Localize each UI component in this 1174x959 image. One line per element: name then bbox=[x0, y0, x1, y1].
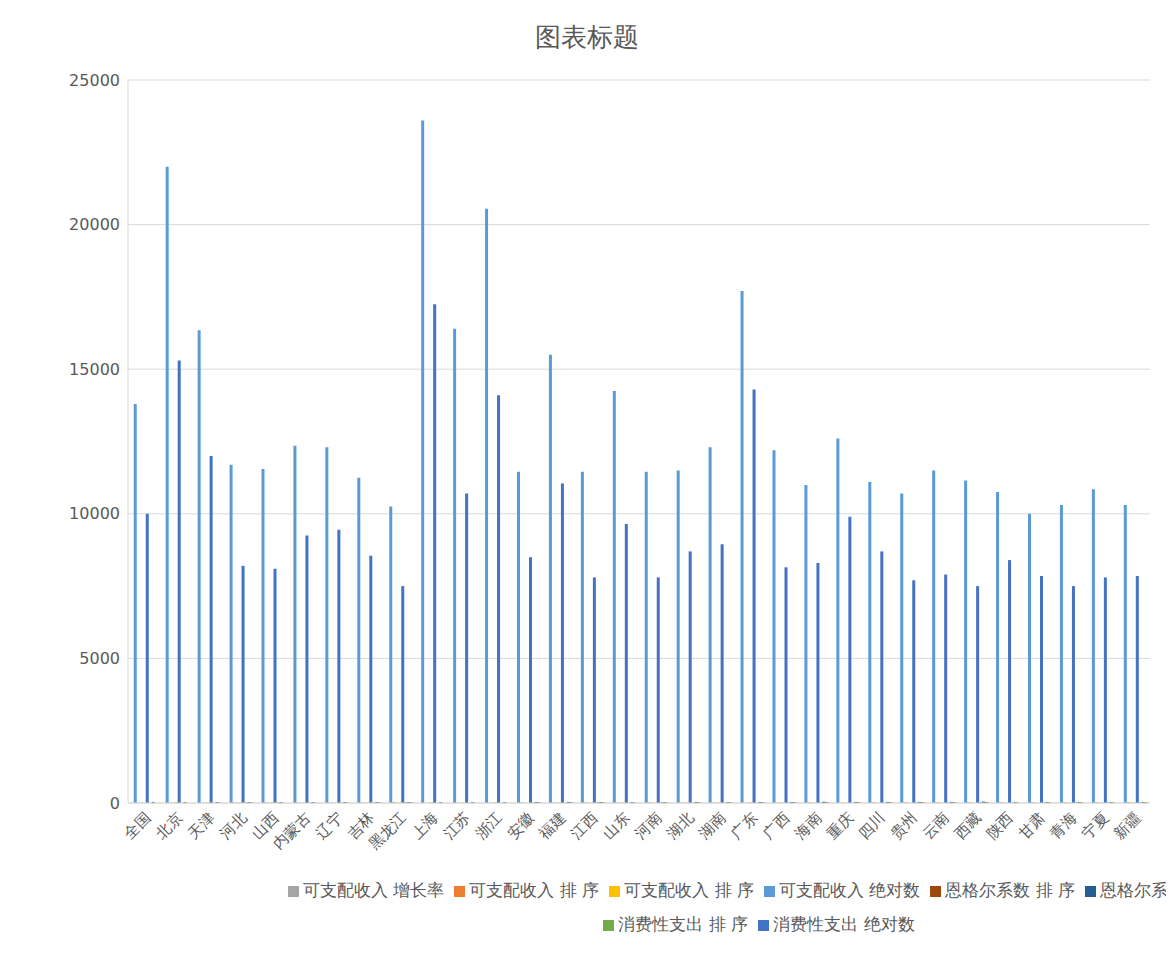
svg-text:湖北: 湖北 bbox=[663, 809, 697, 843]
svg-text:西藏: 西藏 bbox=[951, 809, 985, 843]
svg-text:甘肃: 甘肃 bbox=[1015, 809, 1049, 843]
html-text:可支配收入 绝对数: 可支配收入 绝对数 bbox=[779, 880, 921, 900]
svg-text:河南: 河南 bbox=[631, 809, 665, 843]
svg-text:江西: 江西 bbox=[568, 809, 602, 843]
html-text:可支配收入 排 序: 可支配收入 排 序 bbox=[469, 880, 600, 900]
html-text:消费性支出 排 序: 消费性支出 排 序 bbox=[618, 914, 749, 934]
svg-text:天津: 天津 bbox=[184, 809, 218, 843]
svg-text:河北: 河北 bbox=[216, 809, 250, 843]
svg-text:广西: 广西 bbox=[759, 809, 793, 843]
svg-text:海南: 海南 bbox=[791, 809, 825, 843]
svg-text:北京: 北京 bbox=[152, 809, 186, 843]
svg-text:10000: 10000 bbox=[69, 504, 120, 523]
svg-text:内蒙古: 内蒙古 bbox=[269, 809, 314, 854]
html-text:图表标题: 图表标题 bbox=[535, 22, 639, 52]
svg-text:陕西: 陕西 bbox=[983, 809, 1017, 843]
svg-text:重庆: 重庆 bbox=[823, 809, 857, 843]
svg-text:江苏: 江苏 bbox=[440, 809, 474, 843]
svg-text:上海: 上海 bbox=[408, 809, 442, 843]
svg-text:5000: 5000 bbox=[79, 649, 120, 668]
svg-text:25000: 25000 bbox=[69, 71, 120, 90]
svg-text:浙江: 浙江 bbox=[472, 809, 506, 843]
svg-text:宁夏: 宁夏 bbox=[1079, 809, 1113, 843]
svg-text:0: 0 bbox=[110, 794, 120, 813]
svg-text:青海: 青海 bbox=[1047, 809, 1081, 843]
svg-text:吉林: 吉林 bbox=[343, 808, 378, 843]
html-text:恩格尔系数 排 序: 恩格尔系数 排 序 bbox=[945, 880, 1076, 900]
svg-text:山东: 山东 bbox=[599, 809, 633, 843]
svg-text:15000: 15000 bbox=[69, 360, 120, 379]
svg-text:湖南: 湖南 bbox=[695, 809, 729, 843]
html-text:消费性支出 绝对数: 消费性支出 绝对数 bbox=[773, 914, 915, 934]
svg-text:黑龙江: 黑龙江 bbox=[365, 809, 410, 854]
svg-text:辽宁: 辽宁 bbox=[312, 809, 346, 843]
svg-text:全国: 全国 bbox=[120, 809, 154, 843]
html-text:可支配收入 增长率: 可支配收入 增长率 bbox=[303, 880, 445, 900]
svg-text:20000: 20000 bbox=[69, 215, 120, 234]
svg-text:新疆: 新疆 bbox=[1110, 809, 1144, 843]
svg-text:云南: 云南 bbox=[919, 809, 953, 843]
svg-text:福建: 福建 bbox=[536, 809, 570, 843]
svg-text:广东: 广东 bbox=[727, 809, 761, 843]
svg-text:安徽: 安徽 bbox=[504, 809, 538, 843]
svg-text:四川: 四川 bbox=[855, 809, 889, 843]
html-text:可支配收入 排 序: 可支配收入 排 序 bbox=[624, 880, 754, 900]
svg-text:贵州: 贵州 bbox=[887, 809, 921, 843]
svg-text:山西: 山西 bbox=[248, 808, 283, 843]
